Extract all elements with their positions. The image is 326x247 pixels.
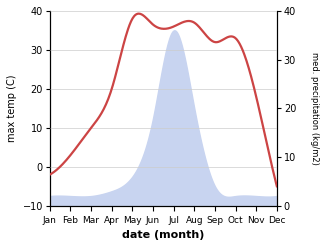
Y-axis label: med. precipitation (kg/m2): med. precipitation (kg/m2) <box>310 52 319 165</box>
X-axis label: date (month): date (month) <box>122 230 204 240</box>
Y-axis label: max temp (C): max temp (C) <box>7 75 17 142</box>
